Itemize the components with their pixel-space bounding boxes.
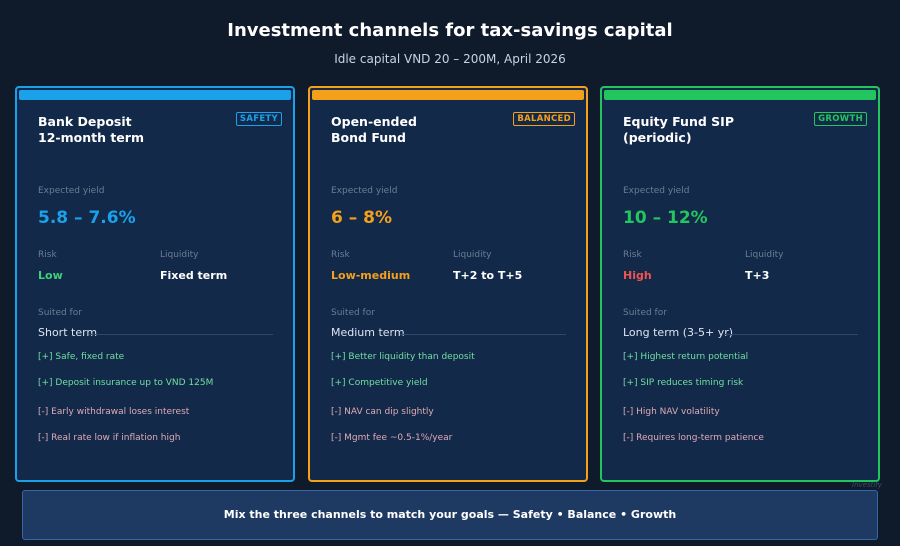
card-accent-bar	[604, 90, 876, 100]
card-bank-deposit: Bank Deposit 12-month term SAFETY Expect…	[15, 86, 295, 482]
con-item: [-] NAV can dip slightly	[331, 407, 434, 417]
divider	[724, 334, 858, 335]
card-accent-bar	[19, 90, 291, 100]
card-title: Equity Fund SIP (periodic)	[623, 114, 734, 145]
divider	[400, 334, 566, 335]
liquidity-value: T+2 to T+5	[453, 269, 523, 282]
watermark: Investify	[852, 481, 882, 489]
expected-yield-value: 10 – 12%	[623, 208, 708, 228]
card-title: Open-ended Bond Fund	[331, 114, 417, 145]
footer-banner: Mix the three channels to match your goa…	[22, 490, 878, 540]
liquidity-value: Fixed term	[160, 269, 228, 282]
con-item: [-] Mgmt fee ~0.5-1%/year	[331, 433, 453, 443]
expected-yield-value: 6 – 8%	[331, 208, 393, 228]
pro-item: [+] Highest return potential	[623, 352, 749, 362]
pro-item: [+] SIP reduces timing risk	[623, 378, 744, 388]
divider	[89, 334, 273, 335]
pro-item: [+] Competitive yield	[331, 378, 428, 388]
risk-label: Risk	[623, 250, 642, 260]
card-bond-fund: Open-ended Bond Fund BALANCED Expected y…	[308, 86, 588, 482]
expected-yield-label: Expected yield	[623, 186, 690, 196]
risk-value: High	[623, 269, 652, 282]
page-title: Investment channels for tax-savings capi…	[227, 20, 673, 41]
card-title: Bank Deposit 12-month term	[38, 114, 144, 145]
suited-term: Short term	[38, 326, 98, 339]
con-item: [-] Requires long-term patience	[623, 433, 764, 443]
liquidity-value: T+3	[745, 269, 770, 282]
card-accent-bar	[312, 90, 584, 100]
suited-term: Long term (3-5+ yr)	[623, 326, 734, 339]
page-subtitle: Idle capital VND 20 – 200M, April 2026	[334, 52, 566, 66]
pro-item: [+] Safe, fixed rate	[38, 352, 125, 362]
liquidity-label: Liquidity	[745, 250, 784, 260]
expected-yield-label: Expected yield	[331, 186, 398, 196]
liquidity-label: Liquidity	[160, 250, 199, 260]
risk-value: Low-medium	[331, 269, 411, 282]
con-item: [-] Real rate low if inflation high	[38, 433, 181, 443]
card-equity-fund: Equity Fund SIP (periodic) GROWTH Expect…	[600, 86, 880, 482]
suited-term: Medium term	[331, 326, 405, 339]
category-badge: GROWTH	[814, 112, 867, 126]
risk-value: Low	[38, 269, 63, 282]
category-badge: SAFETY	[235, 112, 282, 126]
category-badge: BALANCED	[513, 112, 575, 126]
risk-label: Risk	[38, 250, 57, 260]
liquidity-label: Liquidity	[453, 250, 492, 260]
pro-item: [+] Deposit insurance up to VND 125M	[38, 378, 214, 388]
expected-yield-label: Expected yield	[38, 186, 105, 196]
con-item: [-] High NAV volatility	[623, 407, 720, 417]
suited-for-label: Suited for	[331, 308, 375, 318]
expected-yield-value: 5.8 – 7.6%	[38, 208, 136, 228]
suited-for-label: Suited for	[623, 308, 667, 318]
suited-for-label: Suited for	[38, 308, 82, 318]
con-item: [-] Early withdrawal loses interest	[38, 407, 190, 417]
risk-label: Risk	[331, 250, 350, 260]
pro-item: [+] Better liquidity than deposit	[331, 352, 475, 362]
